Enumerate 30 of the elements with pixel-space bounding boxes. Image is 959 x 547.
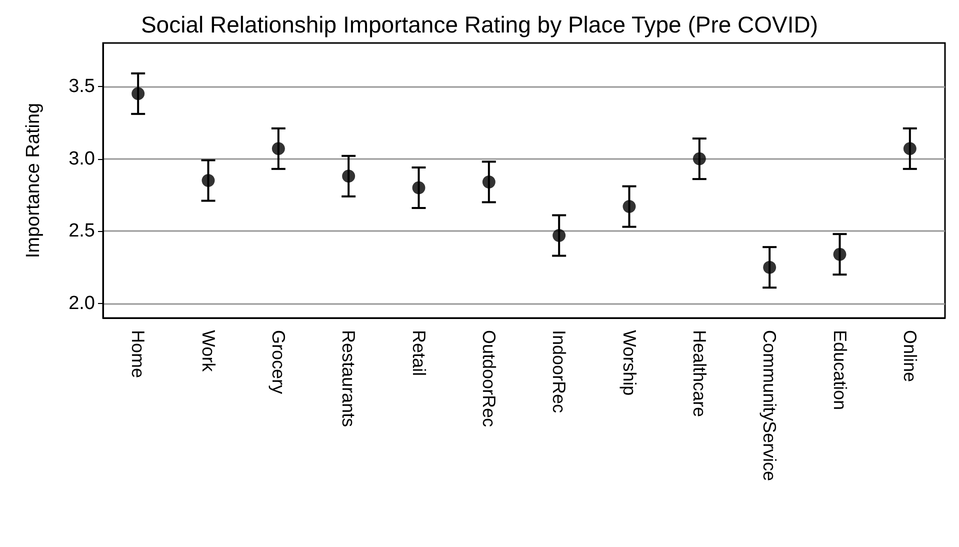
x-tick-label: Education — [830, 330, 850, 410]
x-tick-label: Retail — [408, 330, 429, 376]
x-tick-label: Home — [128, 330, 148, 378]
point — [272, 142, 285, 156]
point — [552, 229, 566, 242]
point — [202, 174, 215, 187]
x-tick-label: Online — [900, 330, 920, 382]
y-tick-label: 3.5 — [68, 76, 95, 97]
point — [622, 200, 636, 214]
x-tick-label: Healthcare — [689, 330, 710, 418]
point — [482, 175, 496, 188]
x-tick-label: OutdoorRec — [478, 330, 499, 428]
point — [833, 248, 846, 261]
chart-title: Social Relationship Importance Rating by Place Type (Pre COVID) — [140, 12, 818, 38]
point — [132, 87, 145, 100]
x-tick-label: Grocery — [268, 330, 288, 394]
point — [412, 181, 426, 194]
y-tick-label: 3.0 — [68, 148, 95, 170]
x-tick-label: CommunityService — [760, 330, 780, 482]
y-tick-label: 2.5 — [68, 220, 95, 242]
point — [692, 152, 706, 166]
x-tick-label: IndoorRec — [549, 330, 570, 414]
point — [342, 170, 356, 183]
x-tick-label: Restaurants — [338, 330, 359, 428]
x-tick-label: Worship — [619, 330, 640, 396]
point — [903, 142, 916, 156]
y-axis-title: Importance Rating — [23, 102, 44, 258]
point — [763, 260, 776, 274]
x-tick-label: Work — [198, 330, 218, 373]
y-tick-label: 2.0 — [68, 293, 95, 314]
